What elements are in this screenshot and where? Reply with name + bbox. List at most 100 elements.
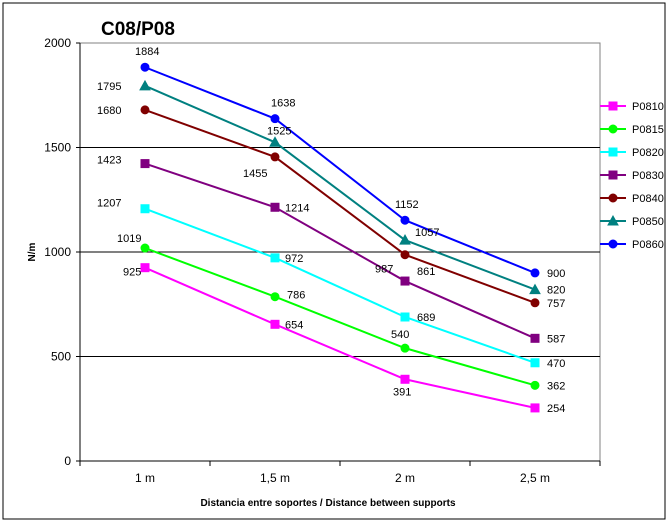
legend-label: P0810 (632, 101, 664, 113)
data-labels: 925 654 391 254 1019 786 540 362 1207 972 689 470 14… (97, 46, 565, 415)
data-point (608, 239, 618, 249)
data-label: 362 (547, 380, 565, 392)
y-axis-label: N/m (27, 242, 38, 261)
data-point (140, 243, 150, 253)
data-label: 925 (123, 267, 141, 279)
legend-label: P0830 (632, 170, 664, 182)
gridlines (80, 147, 600, 357)
series-P0850 (139, 79, 541, 295)
data-label: 900 (547, 268, 565, 280)
data-label: 1638 (271, 98, 295, 110)
data-point (608, 193, 618, 203)
series-line (144, 207, 536, 364)
x-tick-label: 2 m (395, 471, 415, 485)
legend-label: P0820 (632, 147, 664, 159)
data-point (530, 333, 540, 343)
x-tick-label: 1 m (135, 471, 155, 485)
data-point (400, 374, 410, 384)
series-P0840 (140, 105, 540, 308)
data-label: 972 (285, 253, 303, 265)
data-label: 1207 (97, 198, 121, 210)
legend-item: P0850 (600, 214, 664, 228)
data-point (530, 403, 540, 413)
legend-item: P0830 (600, 170, 664, 182)
legend-item: P0810 (600, 101, 664, 113)
data-point (140, 159, 150, 169)
series-line (144, 66, 536, 274)
data-point (400, 215, 410, 225)
data-point (400, 312, 410, 322)
y-axis-ticks: 0 500 1000 1500 2000 (44, 36, 81, 468)
data-point (608, 101, 618, 111)
x-tick-label: 2,5 m (520, 471, 550, 485)
series-P0820 (140, 204, 540, 368)
data-point (140, 204, 150, 214)
data-label: 1525 (267, 125, 291, 137)
data-point (270, 292, 280, 302)
legend-label: P0860 (632, 239, 664, 251)
data-point (270, 202, 280, 212)
series-P0860 (140, 62, 540, 278)
y-tick-label: 1500 (44, 141, 71, 155)
data-label: 391 (393, 386, 411, 398)
data-point (530, 268, 540, 278)
data-label: 587 (547, 333, 565, 345)
data-point (269, 136, 281, 147)
legend-item: P0815 (600, 124, 664, 136)
series-line (144, 84, 536, 291)
data-point (400, 276, 410, 286)
series-P0830 (140, 159, 540, 343)
data-label: 1455 (243, 168, 267, 180)
data-point (400, 343, 410, 353)
legend-label: P0850 (632, 216, 664, 228)
data-point (270, 152, 280, 162)
data-point (140, 105, 150, 115)
legend-item: P0820 (600, 147, 664, 159)
data-label: 1152 (395, 199, 419, 211)
data-point (140, 263, 150, 273)
data-point (140, 62, 150, 72)
data-point (608, 124, 618, 134)
x-axis-ticks: 1 m 1,5 m 2 m 2,5 m (79, 460, 601, 485)
data-point (608, 170, 618, 180)
series-P0815 (140, 243, 540, 390)
data-point (399, 234, 411, 245)
data-label: 861 (417, 266, 435, 278)
data-label: 470 (547, 358, 565, 370)
series-line (144, 266, 536, 409)
legend: P0810 P0815 P0820 P0830 P0840 P0850 P0860 (600, 101, 664, 251)
data-label: 254 (547, 403, 565, 415)
series-P0810 (140, 263, 540, 413)
series-line (144, 108, 536, 304)
data-label: 654 (285, 319, 303, 331)
data-label: 1884 (135, 46, 159, 58)
series-group (139, 62, 541, 413)
data-label: 540 (391, 329, 409, 341)
data-point (400, 250, 410, 260)
data-label: 1423 (97, 155, 121, 167)
series-line (144, 247, 536, 387)
data-point (139, 79, 151, 91)
data-point (530, 298, 540, 308)
data-point (270, 253, 280, 263)
data-label: 1019 (117, 233, 141, 245)
data-point (530, 380, 540, 390)
legend-label: P0840 (632, 193, 664, 205)
x-tick-label: 1,5 m (260, 471, 290, 485)
series-line (144, 162, 536, 340)
data-point (270, 319, 280, 329)
data-point (530, 358, 540, 368)
data-point (529, 283, 541, 295)
data-label: 820 (547, 285, 565, 297)
data-label: 689 (417, 312, 435, 324)
data-label: 1795 (97, 81, 121, 93)
data-label: 987 (375, 264, 393, 276)
data-label: 1214 (285, 202, 309, 214)
data-label: 1680 (97, 105, 121, 117)
data-point (608, 147, 618, 157)
data-label: 757 (547, 298, 565, 310)
data-point (607, 214, 619, 226)
y-tick-label: 1000 (44, 245, 71, 259)
